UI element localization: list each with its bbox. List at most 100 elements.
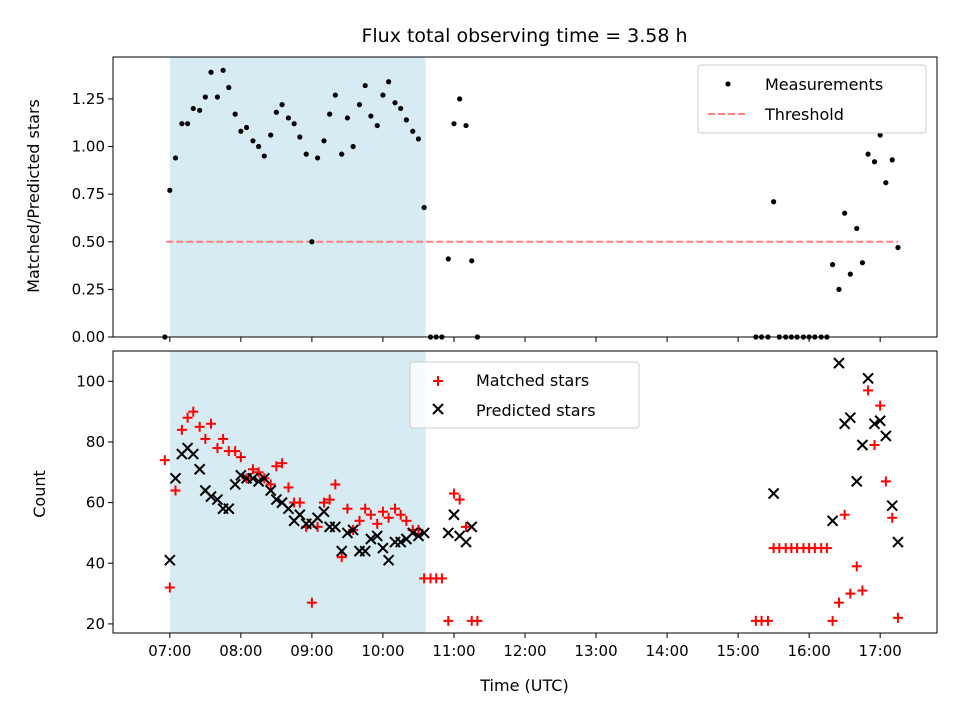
predicted-star-point <box>412 530 425 542</box>
predicted-star-stroke-b <box>258 472 271 485</box>
matched-star-point <box>383 512 394 523</box>
predicted-star-stroke-b <box>407 527 419 539</box>
predicted-star-point <box>886 499 898 512</box>
predicted-star-stroke-b <box>235 469 247 482</box>
xtick-label: 11:00 <box>432 642 475 660</box>
predicted-star-point <box>382 554 395 566</box>
matched-star-point <box>827 615 838 626</box>
matched-star-point <box>336 552 347 563</box>
top-ytick-label: 0.25 <box>72 280 105 298</box>
matched-star-point <box>887 512 898 523</box>
bot-ytick-label: 100 <box>76 372 105 390</box>
predicted-star-stroke-b <box>229 478 241 491</box>
predicted-star-point <box>270 493 283 506</box>
predicted-star-stroke-b <box>453 530 466 542</box>
predicted-star-stroke-b <box>341 527 354 539</box>
measurement-point <box>883 180 889 186</box>
predicted-star-stroke-b <box>448 509 460 521</box>
measurement-point <box>332 92 338 98</box>
predicted-star-stroke-b <box>181 442 194 454</box>
matched-star-point <box>869 440 880 450</box>
xtick-label: 14:00 <box>645 642 688 660</box>
predicted-star-point <box>874 415 886 427</box>
measurement-point <box>261 153 267 159</box>
measurement-point <box>368 113 374 119</box>
measurement-point <box>859 260 866 266</box>
bottom-panel-marks <box>159 357 904 626</box>
predicted-star-point <box>868 418 881 430</box>
measurement-point <box>285 115 292 121</box>
legend-predicted-label: Predicted stars <box>476 401 596 420</box>
matched-star-point <box>235 452 246 463</box>
measurement-point <box>238 128 244 134</box>
measurement-point <box>445 256 451 262</box>
measurement-point <box>415 136 422 142</box>
matched-star-point <box>253 467 264 478</box>
measurement-point <box>321 138 327 144</box>
predicted-star-point <box>365 533 377 545</box>
measurement-point <box>871 159 878 165</box>
top-panel: 0.00 0.25 0.50 0.75 1.00 1.25 Matched/Predict… <box>24 56 938 346</box>
bottom-legend-box <box>409 361 640 429</box>
top-ytick-label: 0.50 <box>72 233 105 251</box>
measurement-point <box>457 96 463 102</box>
measurement-point <box>847 271 853 277</box>
matched-star-point <box>461 521 472 532</box>
matched-star-point <box>454 494 465 505</box>
predicted-star-stroke-b <box>844 412 857 424</box>
measurement-point <box>172 155 179 161</box>
measurement-point <box>309 239 315 245</box>
matched-star-point <box>176 424 187 435</box>
measurement-point <box>250 138 256 144</box>
predicted-star-stroke-b <box>833 357 845 369</box>
matched-star-point <box>892 612 903 623</box>
matched-star-point <box>851 561 862 572</box>
matched-star-point <box>472 615 483 626</box>
predicted-star-stroke-b <box>851 475 863 488</box>
predicted-star-stroke-b <box>886 499 898 512</box>
predicted-star-stroke-b <box>282 502 295 515</box>
predicted-star-stroke-b <box>892 536 904 548</box>
predicted-star-stroke-b <box>359 545 371 557</box>
x-axis-label: Time (UTC) <box>479 676 568 695</box>
matched-star-point <box>377 506 388 517</box>
measurement-point <box>256 143 262 150</box>
legend-measurements-label: Measurements <box>765 75 883 94</box>
matched-star-point <box>360 503 371 514</box>
predicted-star-stroke-b <box>460 536 472 548</box>
measurement-point <box>279 102 285 108</box>
measurement-point <box>167 187 173 193</box>
matched-star-point <box>762 615 773 626</box>
predicted-star-stroke-b <box>394 536 407 548</box>
predicted-star-stroke-b <box>270 493 283 506</box>
measurement-point <box>314 155 321 161</box>
predicted-star-point <box>862 372 874 384</box>
matched-star-point <box>821 543 832 554</box>
matched-star-point <box>436 573 447 584</box>
predicted-star-point <box>418 527 430 539</box>
bottom-legend: Matched stars Predicted stars <box>409 361 640 429</box>
measurement-point <box>362 82 368 89</box>
predicted-star-point <box>826 515 839 527</box>
measurement-point <box>771 199 777 205</box>
predicted-star-stroke-b <box>856 439 869 451</box>
legend-threshold-label: Threshold <box>764 105 844 124</box>
bot-ytick-label: 40 <box>86 554 105 572</box>
predicted-star-point <box>892 536 904 548</box>
predicted-star-point <box>377 542 389 554</box>
predicted-star-point <box>193 463 206 475</box>
matched-star-point <box>365 509 376 520</box>
matched-star-point <box>277 458 288 469</box>
predicted-star-point <box>229 478 241 491</box>
measurement-point <box>469 258 475 264</box>
predicted-star-point <box>264 484 277 497</box>
top-legend: Measurements Threshold <box>697 64 927 134</box>
legend-matched-label: Matched stars <box>476 371 589 390</box>
predicted-star-point <box>851 475 863 488</box>
matched-star-point <box>330 479 341 490</box>
xtick-label: 09:00 <box>290 642 333 660</box>
matched-star-point <box>395 509 406 520</box>
measurement-point <box>889 157 895 163</box>
legend-predicted-marker <box>432 403 444 415</box>
matched-star-point <box>247 464 258 475</box>
